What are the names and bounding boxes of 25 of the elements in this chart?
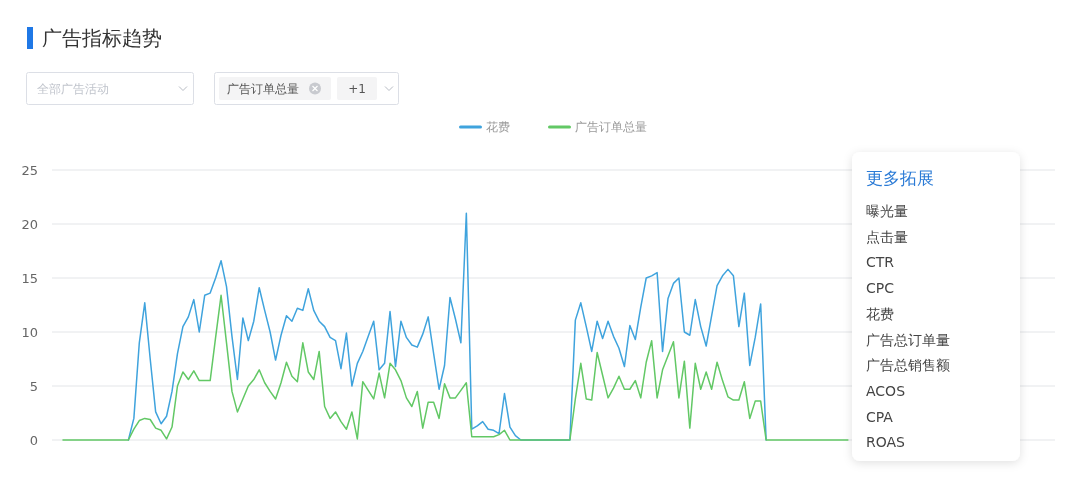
text: 广告订单总量 — [227, 81, 299, 96]
annotation: 更多拓展 — [866, 168, 934, 188]
text: 全部广告活动 — [37, 81, 109, 96]
annotation: 广告总销售额 — [866, 357, 950, 374]
chart-title: 广告指标趋势 — [42, 26, 162, 50]
y-tick-label: 10 — [21, 324, 38, 340]
annotation: CTR — [866, 254, 895, 271]
annotation: CPC — [866, 280, 895, 297]
annotation: ROAS — [866, 434, 906, 451]
annotation: ACOS — [866, 382, 906, 399]
text: +1 — [348, 81, 366, 96]
legend-label: 广告订单总量 — [574, 120, 647, 134]
y-tick-label: 15 — [21, 270, 38, 286]
y-tick-label: 5 — [29, 378, 38, 394]
annotation: 点击量 — [866, 228, 908, 245]
annotation: CPA — [866, 408, 894, 425]
y-tick-label: 20 — [21, 216, 38, 232]
line-series — [62, 294, 849, 441]
y-tick-label: 25 — [21, 162, 38, 178]
annotation: 花费 — [866, 305, 894, 322]
y-tick-label: 0 — [29, 432, 38, 448]
legend-label: 花费 — [485, 120, 510, 134]
line-series — [127, 212, 767, 441]
annotation: 广告总订单量 — [866, 331, 950, 348]
annotation: 曝光量 — [866, 203, 908, 219]
